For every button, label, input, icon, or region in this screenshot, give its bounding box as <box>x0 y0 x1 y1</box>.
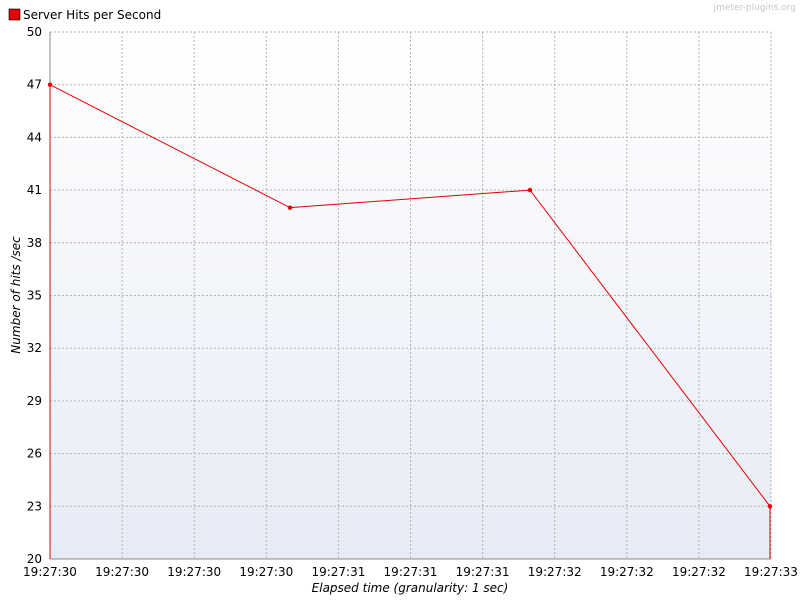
y-tick-label: 26 <box>27 447 42 461</box>
y-tick-label: 23 <box>27 499 42 513</box>
y-tick-labels: 20 23 26 29 32 35 38 41 44 47 50 <box>27 25 42 566</box>
legend: Server Hits per Second <box>8 8 161 22</box>
data-point <box>527 187 533 193</box>
x-tick-label: 19:27:32 <box>600 565 654 579</box>
series-layer <box>47 82 773 559</box>
grid-lines <box>50 31 772 559</box>
x-tick-label: 19:27:30 <box>239 565 293 579</box>
y-tick-label: 29 <box>27 394 42 408</box>
y-axis-title: Number of hits /sec <box>9 236 23 354</box>
data-point <box>287 205 293 210</box>
x-axis-title: Elapsed time (granularity: 1 sec) <box>312 581 509 595</box>
data-point <box>47 82 53 87</box>
y-tick-label: 41 <box>27 183 42 197</box>
y-tick-label: 20 <box>27 552 42 566</box>
legend-swatch <box>8 8 21 21</box>
watermark-text: jmeter-plugins.org <box>713 3 796 13</box>
x-tick-label: 19:27:31 <box>456 565 510 579</box>
y-tick-label: 38 <box>27 236 42 250</box>
y-tick-label: 32 <box>27 341 42 355</box>
y-tick-label: 50 <box>27 25 42 39</box>
x-tick-label: 19:27:31 <box>311 565 365 579</box>
x-tick-label: 19:27:32 <box>528 565 582 579</box>
x-tick-label: 19:27:33 <box>744 565 798 579</box>
series-line <box>49 84 771 507</box>
x-tick-label: 19:27:31 <box>384 565 438 579</box>
x-tick-label: 19:27:30 <box>167 565 221 579</box>
x-tick-labels: 19:27:30 19:27:30 19:27:30 19:27:30 19:27:31… <box>23 565 798 579</box>
x-tick-label: 19:27:30 <box>95 565 149 579</box>
y-tick-label: 47 <box>27 78 42 92</box>
x-tick-label: 19:27:32 <box>672 565 726 579</box>
data-point <box>767 504 773 509</box>
legend-label: Server Hits per Second <box>23 8 161 22</box>
y-tick-label: 44 <box>27 130 42 144</box>
y-tick-label: 35 <box>27 289 42 303</box>
x-tick-label: 19:27:30 <box>23 565 77 579</box>
